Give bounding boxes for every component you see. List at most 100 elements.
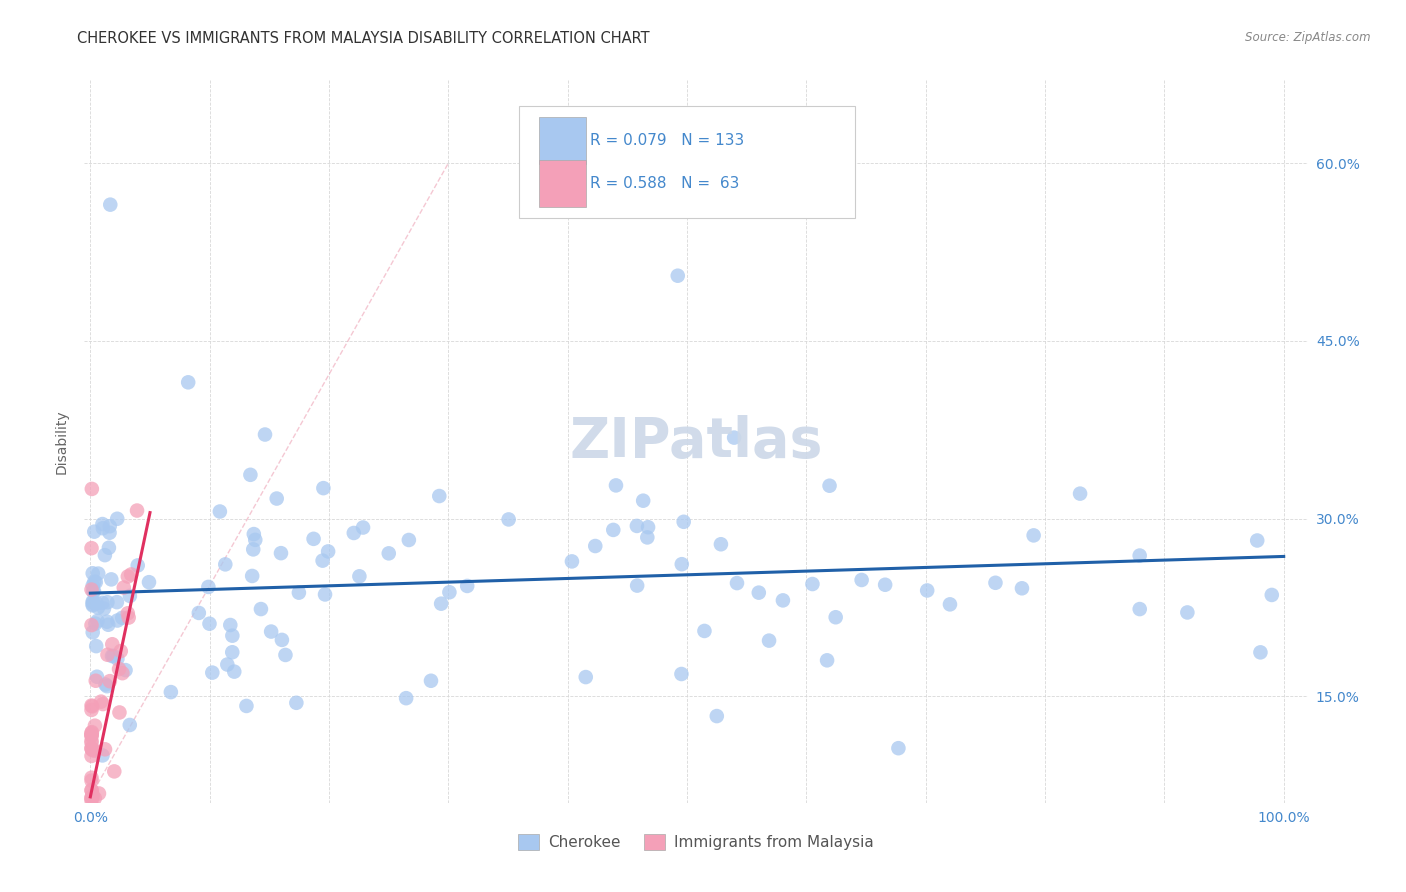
Point — [86, 670, 108, 684]
Point — [84, 673, 107, 688]
Point — [243, 527, 266, 541]
Point — [602, 523, 624, 537]
Point — [125, 503, 148, 517]
Point — [224, 665, 246, 679]
Point — [1011, 582, 1033, 596]
Point — [97, 617, 120, 632]
Point — [80, 618, 103, 632]
Point — [117, 607, 139, 621]
Point — [94, 742, 117, 756]
Point — [80, 771, 103, 785]
Point — [107, 652, 129, 666]
Point — [1129, 549, 1152, 563]
Point — [80, 783, 103, 797]
Point — [710, 537, 733, 551]
Point — [723, 431, 745, 445]
Point — [98, 674, 121, 689]
Point — [851, 573, 873, 587]
Point — [80, 541, 103, 556]
Point — [725, 576, 748, 591]
Point — [87, 787, 110, 801]
Point — [80, 748, 103, 763]
Point — [80, 582, 103, 597]
Point — [117, 569, 139, 583]
Point — [80, 733, 103, 747]
Point — [96, 595, 118, 609]
Point — [108, 662, 131, 676]
Point — [80, 741, 103, 756]
Point — [127, 558, 149, 573]
Point — [80, 736, 103, 750]
Point — [96, 679, 118, 693]
Point — [235, 698, 257, 713]
Legend: Cherokee, Immigrants from Malaysia: Cherokee, Immigrants from Malaysia — [512, 829, 880, 856]
Point — [118, 610, 141, 624]
Point — [250, 602, 273, 616]
Text: CHEROKEE VS IMMIGRANTS FROM MALAYSIA DISABILITY CORRELATION CHART: CHEROKEE VS IMMIGRANTS FROM MALAYSIA DIS… — [77, 31, 650, 46]
Point — [1249, 645, 1271, 659]
Point — [80, 725, 103, 739]
Point — [80, 831, 103, 846]
Point — [80, 831, 103, 846]
Point — [84, 616, 107, 631]
Point — [636, 530, 658, 544]
Point — [197, 580, 219, 594]
Point — [456, 579, 478, 593]
Point — [288, 585, 311, 599]
Point — [240, 569, 263, 583]
Point — [114, 663, 136, 677]
Point — [271, 632, 294, 647]
Point — [82, 625, 104, 640]
Point — [80, 790, 103, 805]
Point — [80, 831, 103, 846]
Point — [561, 554, 583, 568]
Point — [939, 598, 962, 612]
Point — [83, 744, 105, 758]
Point — [86, 596, 108, 610]
Point — [80, 831, 103, 846]
Point — [398, 533, 420, 547]
Point — [84, 575, 107, 590]
Point — [94, 677, 117, 691]
Point — [1022, 528, 1045, 542]
Point — [80, 831, 103, 846]
Point — [311, 554, 333, 568]
Point — [208, 504, 231, 518]
Point — [312, 481, 335, 495]
Point — [693, 624, 716, 638]
Point — [875, 578, 897, 592]
Point — [80, 783, 103, 797]
Point — [118, 718, 141, 732]
Point — [214, 558, 236, 572]
Point — [1069, 486, 1091, 500]
Point — [82, 595, 104, 609]
Point — [91, 748, 114, 763]
Point — [80, 823, 103, 838]
Point — [260, 624, 283, 639]
Point — [801, 577, 824, 591]
Point — [103, 648, 125, 663]
Point — [96, 648, 118, 662]
Point — [105, 595, 128, 609]
Point — [80, 773, 103, 788]
Point — [96, 615, 118, 629]
Point — [217, 657, 239, 672]
Point — [439, 585, 461, 599]
Point — [80, 698, 103, 713]
Point — [285, 696, 308, 710]
Point — [83, 791, 105, 805]
Point — [378, 546, 401, 560]
Point — [160, 685, 183, 699]
Point — [112, 581, 135, 595]
Point — [314, 587, 336, 601]
Point — [177, 376, 200, 390]
Point — [94, 548, 117, 562]
Point — [1261, 588, 1284, 602]
Point — [80, 831, 103, 846]
Point — [626, 578, 648, 592]
Point — [100, 573, 122, 587]
Point — [84, 719, 107, 733]
Point — [631, 493, 654, 508]
Text: R = 0.588   N =  63: R = 0.588 N = 63 — [589, 176, 740, 191]
Point — [80, 728, 103, 742]
